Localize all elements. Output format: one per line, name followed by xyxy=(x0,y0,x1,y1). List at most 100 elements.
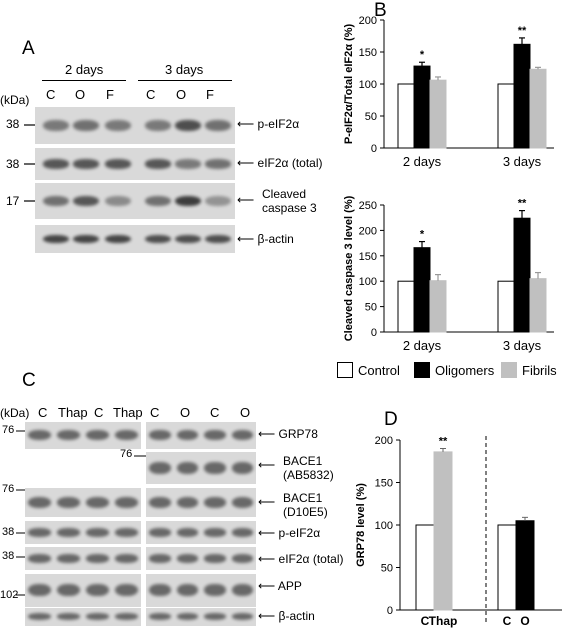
blot-band xyxy=(57,553,80,563)
blot-band xyxy=(115,430,138,441)
lane-label-c-3: C xyxy=(94,405,104,420)
legend-label-oligomers: Oligomers xyxy=(435,362,495,378)
y-tick-label: 0 xyxy=(387,605,393,617)
lane-label-c-1: C xyxy=(38,405,48,420)
blot-c-row-app-left xyxy=(25,574,141,607)
blot-c-row-p-eif2a-right xyxy=(146,521,256,544)
blot-band xyxy=(57,430,80,441)
blot-band xyxy=(231,527,253,537)
bar xyxy=(413,247,431,333)
blot-band xyxy=(149,461,171,474)
blot-band xyxy=(231,496,253,508)
y-tick-label: 150 xyxy=(359,251,377,263)
blot-band xyxy=(43,159,69,169)
chart-b-bottom: 0 50 100 150 200 250 Cleaved caspase 3 level (… xyxy=(343,195,554,353)
blot-band xyxy=(73,119,99,132)
row-label: eIF2α (total) xyxy=(278,552,344,566)
legend-label-control: Control xyxy=(358,362,400,378)
blot-band xyxy=(57,527,80,537)
blot-band xyxy=(176,527,198,537)
y-tick-label: 100 xyxy=(359,276,377,288)
bar xyxy=(529,278,547,333)
bar xyxy=(497,280,515,333)
blot-band xyxy=(176,430,198,441)
significance-label: ** xyxy=(518,25,527,37)
y-tick-label: 0 xyxy=(371,143,377,155)
blot-band xyxy=(43,119,69,132)
y-axis-label: P-eIF2α/Total eIF2α (%) xyxy=(343,24,355,145)
arrow-left-icon: ⟵ xyxy=(258,458,276,472)
panel-label-a: A xyxy=(22,38,35,59)
blot-band xyxy=(145,195,171,207)
blot-c-row-grp78-left xyxy=(25,422,141,449)
blot-band xyxy=(86,553,109,563)
blot-band xyxy=(43,195,69,207)
blot-band xyxy=(57,583,80,597)
blot-a-label-p-eif2a: ⟵ p-eIF2α xyxy=(237,117,299,131)
panel-label-b: B xyxy=(374,0,387,21)
blot-band xyxy=(105,119,131,132)
blot-band xyxy=(231,461,253,474)
bar xyxy=(513,43,531,149)
blot-band xyxy=(43,234,69,244)
blot-c-label-beta-actin: ⟵ β-actin xyxy=(258,609,315,623)
lane-label-3: F xyxy=(106,87,114,102)
y-tick-label: 200 xyxy=(359,15,377,27)
blot-band xyxy=(86,613,109,621)
blot-band xyxy=(145,159,171,169)
y-tick-label: 250 xyxy=(359,200,377,212)
blot-c-row-eif2a-total-left xyxy=(25,547,141,570)
blot-band xyxy=(205,195,231,207)
marker-ticks-c xyxy=(16,430,25,596)
blot-band xyxy=(28,613,51,621)
blot-band xyxy=(86,583,109,597)
blot-band xyxy=(86,496,109,508)
y-tick-label: 50 xyxy=(365,111,377,123)
blot-band xyxy=(28,430,51,441)
blot-c-row-beta-actin-left xyxy=(25,608,141,626)
blot-band xyxy=(204,496,226,508)
blot-band xyxy=(115,527,138,537)
blot-band xyxy=(73,195,99,207)
blot-a-row-beta-actin xyxy=(35,225,235,253)
blot-c-row-beta-actin-right xyxy=(146,608,256,626)
bar xyxy=(433,451,453,611)
blot-band xyxy=(204,527,226,537)
blot-c-row-eif2a-total-right xyxy=(146,547,256,570)
y-tick-label: 50 xyxy=(365,302,377,314)
lane-label-c-5: C xyxy=(150,405,160,420)
blot-band xyxy=(145,119,171,132)
blot-band xyxy=(149,583,171,597)
y-tick-label: 150 xyxy=(375,478,393,490)
y-tick-label: 200 xyxy=(375,435,393,447)
blot-band xyxy=(149,553,171,563)
blot-band xyxy=(176,613,198,621)
row-label: β-actin xyxy=(278,609,315,623)
bar xyxy=(497,83,515,149)
bar xyxy=(415,524,435,611)
group-underline-3-days xyxy=(138,80,232,81)
y-tick-label: 50 xyxy=(381,563,393,575)
lane-label-4: C xyxy=(146,87,156,102)
y-tick-label: 100 xyxy=(375,520,393,532)
arrow-left-icon: ⟵ xyxy=(258,579,276,593)
blot-c-label-app: ⟵ APP xyxy=(258,579,302,593)
blot-band xyxy=(105,159,131,169)
blot-band xyxy=(86,430,109,441)
x-tick-label: C xyxy=(421,614,430,628)
panel-label-d: D xyxy=(384,409,398,430)
blot-c-label-bace1-d10e5: BACE1 (D10E5) xyxy=(283,491,328,519)
blot-band xyxy=(149,613,171,621)
blot-c-label-eif2a-total: ⟵ eIF2α (total) xyxy=(258,552,344,566)
legend-swatch-oligomers xyxy=(414,362,430,378)
row-label: p-eIF2α xyxy=(278,526,321,540)
bar xyxy=(515,520,535,611)
blot-band xyxy=(28,527,51,537)
blot-band xyxy=(149,496,171,508)
bar xyxy=(513,217,531,333)
blot-band xyxy=(176,461,198,474)
blot-band xyxy=(145,234,171,244)
blot-band xyxy=(57,613,80,621)
legend-swatch-control xyxy=(337,362,353,378)
